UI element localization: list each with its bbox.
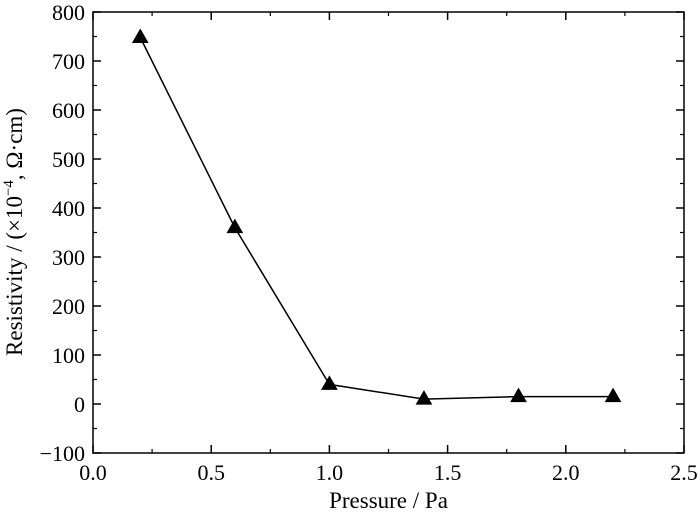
y-axis-title-main: Resistivity / (×10 xyxy=(2,196,27,356)
data-point-triangle xyxy=(604,387,622,403)
y-axis-title: Resistivity / (×10−4, Ω·cm) xyxy=(1,108,27,356)
x-tick-labels: 0.0 0.5 1.0 1.5 2.0 2.5 xyxy=(79,460,698,485)
y-tick-label: 100 xyxy=(52,343,85,368)
data-point-triangle xyxy=(226,218,244,234)
y-tick-label: −100 xyxy=(40,441,85,466)
series-line xyxy=(139,37,614,400)
data-point-triangle xyxy=(415,390,433,405)
y-axis-title-tail: , Ω·cm) xyxy=(2,108,27,180)
x-tick-label: 0.5 xyxy=(197,460,225,485)
y-tick-label: 200 xyxy=(52,294,85,319)
y-tick-label: 400 xyxy=(52,196,85,221)
axis-ticks xyxy=(92,11,685,454)
y-tick-label: 500 xyxy=(52,147,85,172)
x-tick-label: 0.0 xyxy=(79,460,107,485)
data-point-triangle xyxy=(321,375,338,390)
data-point-triangle xyxy=(510,387,527,403)
y-axis-title-exponent: −4 xyxy=(1,180,17,196)
x-axis-title: Pressure / Pa xyxy=(329,488,448,513)
y-tick-label: 0 xyxy=(74,392,85,417)
plot-frame xyxy=(92,11,685,454)
x-tick-label: 1.0 xyxy=(316,460,344,485)
y-tick-label: 300 xyxy=(52,245,85,270)
x-tick-label: 2.5 xyxy=(670,460,698,485)
y-tick-labels: −100 0 100 200 300 400 500 600 700 800 xyxy=(40,0,85,466)
y-tick-label: 700 xyxy=(52,49,85,74)
y-tick-label: 800 xyxy=(52,0,85,25)
data-markers xyxy=(131,28,622,405)
data-point-triangle xyxy=(131,28,149,43)
x-tick-label: 2.0 xyxy=(552,460,580,485)
x-tick-label: 1.5 xyxy=(434,460,462,485)
y-tick-label: 600 xyxy=(52,98,85,123)
